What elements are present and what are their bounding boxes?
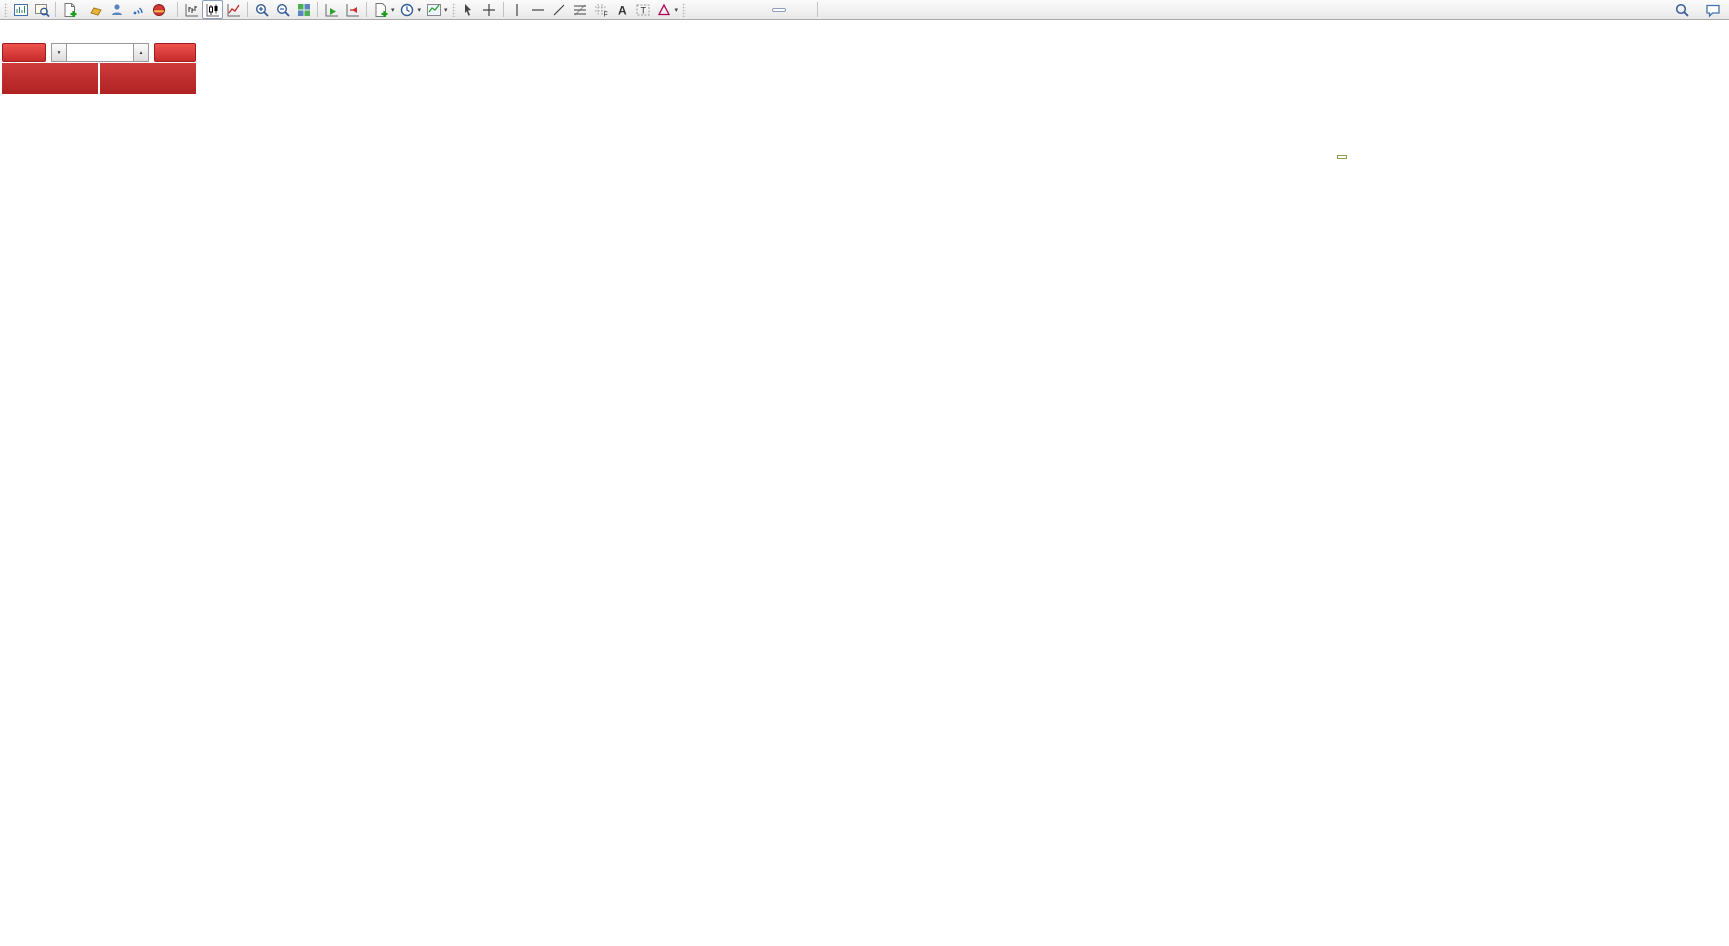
auto-scroll-icon[interactable] xyxy=(321,0,342,19)
community-icon[interactable] xyxy=(106,0,127,19)
timeframe-m1[interactable] xyxy=(688,8,702,12)
periods-dropdown-icon[interactable] xyxy=(418,6,422,14)
buy-price[interactable] xyxy=(100,63,196,94)
chart-shift-icon[interactable] xyxy=(342,0,363,19)
signals-icon[interactable] xyxy=(127,0,148,19)
market-depth-icon[interactable] xyxy=(85,0,106,19)
zoom-out-icon[interactable] xyxy=(272,0,293,19)
timeframe-m5[interactable] xyxy=(702,8,716,12)
buy-button[interactable] xyxy=(154,43,196,62)
horizontal-line-icon[interactable] xyxy=(528,0,549,19)
periods-icon[interactable] xyxy=(397,0,418,19)
profiles-icon[interactable] xyxy=(31,0,52,19)
new-order-icon[interactable] xyxy=(59,0,80,19)
vertical-line-icon[interactable] xyxy=(507,0,528,19)
fibonacci-icon[interactable] xyxy=(570,0,591,19)
bar-chart-icon[interactable] xyxy=(181,0,202,19)
one-click-trade-panel xyxy=(2,43,204,94)
timeframe-h4[interactable] xyxy=(758,8,772,12)
timeframe-h1[interactable] xyxy=(744,8,758,12)
shapes-dropdown-icon[interactable] xyxy=(675,6,679,14)
timeframe-m15[interactable] xyxy=(716,8,730,12)
volume-decrease-button[interactable] xyxy=(51,43,67,62)
toolbar-grip[interactable] xyxy=(4,2,8,17)
indicators-icon[interactable] xyxy=(370,0,391,19)
crosshair-icon[interactable] xyxy=(479,0,500,19)
timeframe-m30[interactable] xyxy=(730,8,744,12)
timeframe-mn[interactable] xyxy=(800,8,814,12)
shapes-icon[interactable] xyxy=(654,0,675,19)
trendline-icon[interactable] xyxy=(549,0,570,19)
timeframe-w1[interactable] xyxy=(786,8,800,12)
sell-button[interactable] xyxy=(2,43,46,62)
templates-dropdown-icon[interactable] xyxy=(444,6,448,14)
volume-increase-button[interactable] xyxy=(133,43,149,62)
volume-input[interactable] xyxy=(67,43,133,62)
templates-icon[interactable] xyxy=(423,0,444,19)
svg-text:T: T xyxy=(641,5,647,15)
chat-icon[interactable] xyxy=(1702,0,1723,19)
toolbar-grip[interactable] xyxy=(682,2,687,17)
timeframe-d1[interactable] xyxy=(772,7,787,12)
toolbar-grip[interactable] xyxy=(451,2,456,17)
indicators-dropdown-icon[interactable] xyxy=(391,6,395,14)
cursor-icon[interactable] xyxy=(458,0,479,19)
line-chart-icon[interactable] xyxy=(223,0,244,19)
text-icon[interactable]: A xyxy=(612,0,633,19)
zoom-in-icon[interactable] xyxy=(251,0,272,19)
chart-window-icon[interactable] xyxy=(10,0,31,19)
grid-icon[interactable]: F xyxy=(591,0,612,19)
toolbar: F A T xyxy=(0,0,1729,20)
svg-text:A: A xyxy=(618,3,627,17)
sell-price[interactable] xyxy=(2,63,98,94)
auto-trading-icon[interactable] xyxy=(148,0,169,19)
svg-text:F: F xyxy=(604,11,608,18)
candlestick-chart-icon[interactable] xyxy=(202,0,223,19)
text-label-icon[interactable]: T xyxy=(633,0,654,19)
turning-point-label[interactable] xyxy=(1337,155,1347,159)
tile-windows-icon[interactable] xyxy=(293,0,314,19)
search-icon[interactable] xyxy=(1671,0,1692,19)
